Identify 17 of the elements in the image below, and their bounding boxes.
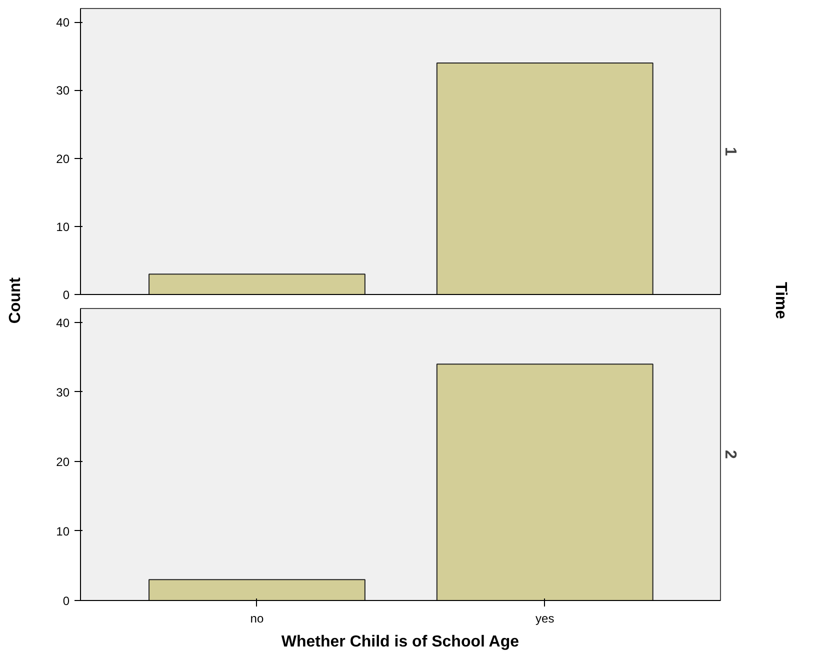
- y-tick-label: 10: [56, 524, 70, 538]
- text: Time: [772, 282, 789, 320]
- y2-axis-title: 2: [722, 450, 738, 460]
- y-axis-title: Count: [7, 276, 24, 324]
- y-tick-label: 0: [62, 288, 70, 302]
- x-axis-title: Whether Child is of School Age: [281, 634, 520, 650]
- y-tick-label: 20: [56, 454, 70, 469]
- y-tick-label: 40: [56, 316, 70, 330]
- y-tick-label: 30: [56, 385, 70, 400]
- y-tick-label: 0: [62, 594, 70, 608]
- y-tick-label: 20: [56, 152, 70, 166]
- y2-axis-title: 1: [722, 147, 738, 156]
- y-tick-label: 40: [56, 16, 70, 30]
- y-tick-label: 10: [56, 220, 70, 234]
- x-tick-label: yes: [536, 612, 554, 626]
- y-tick-label: 30: [56, 84, 70, 98]
- x-tick-label: no: [250, 612, 264, 626]
